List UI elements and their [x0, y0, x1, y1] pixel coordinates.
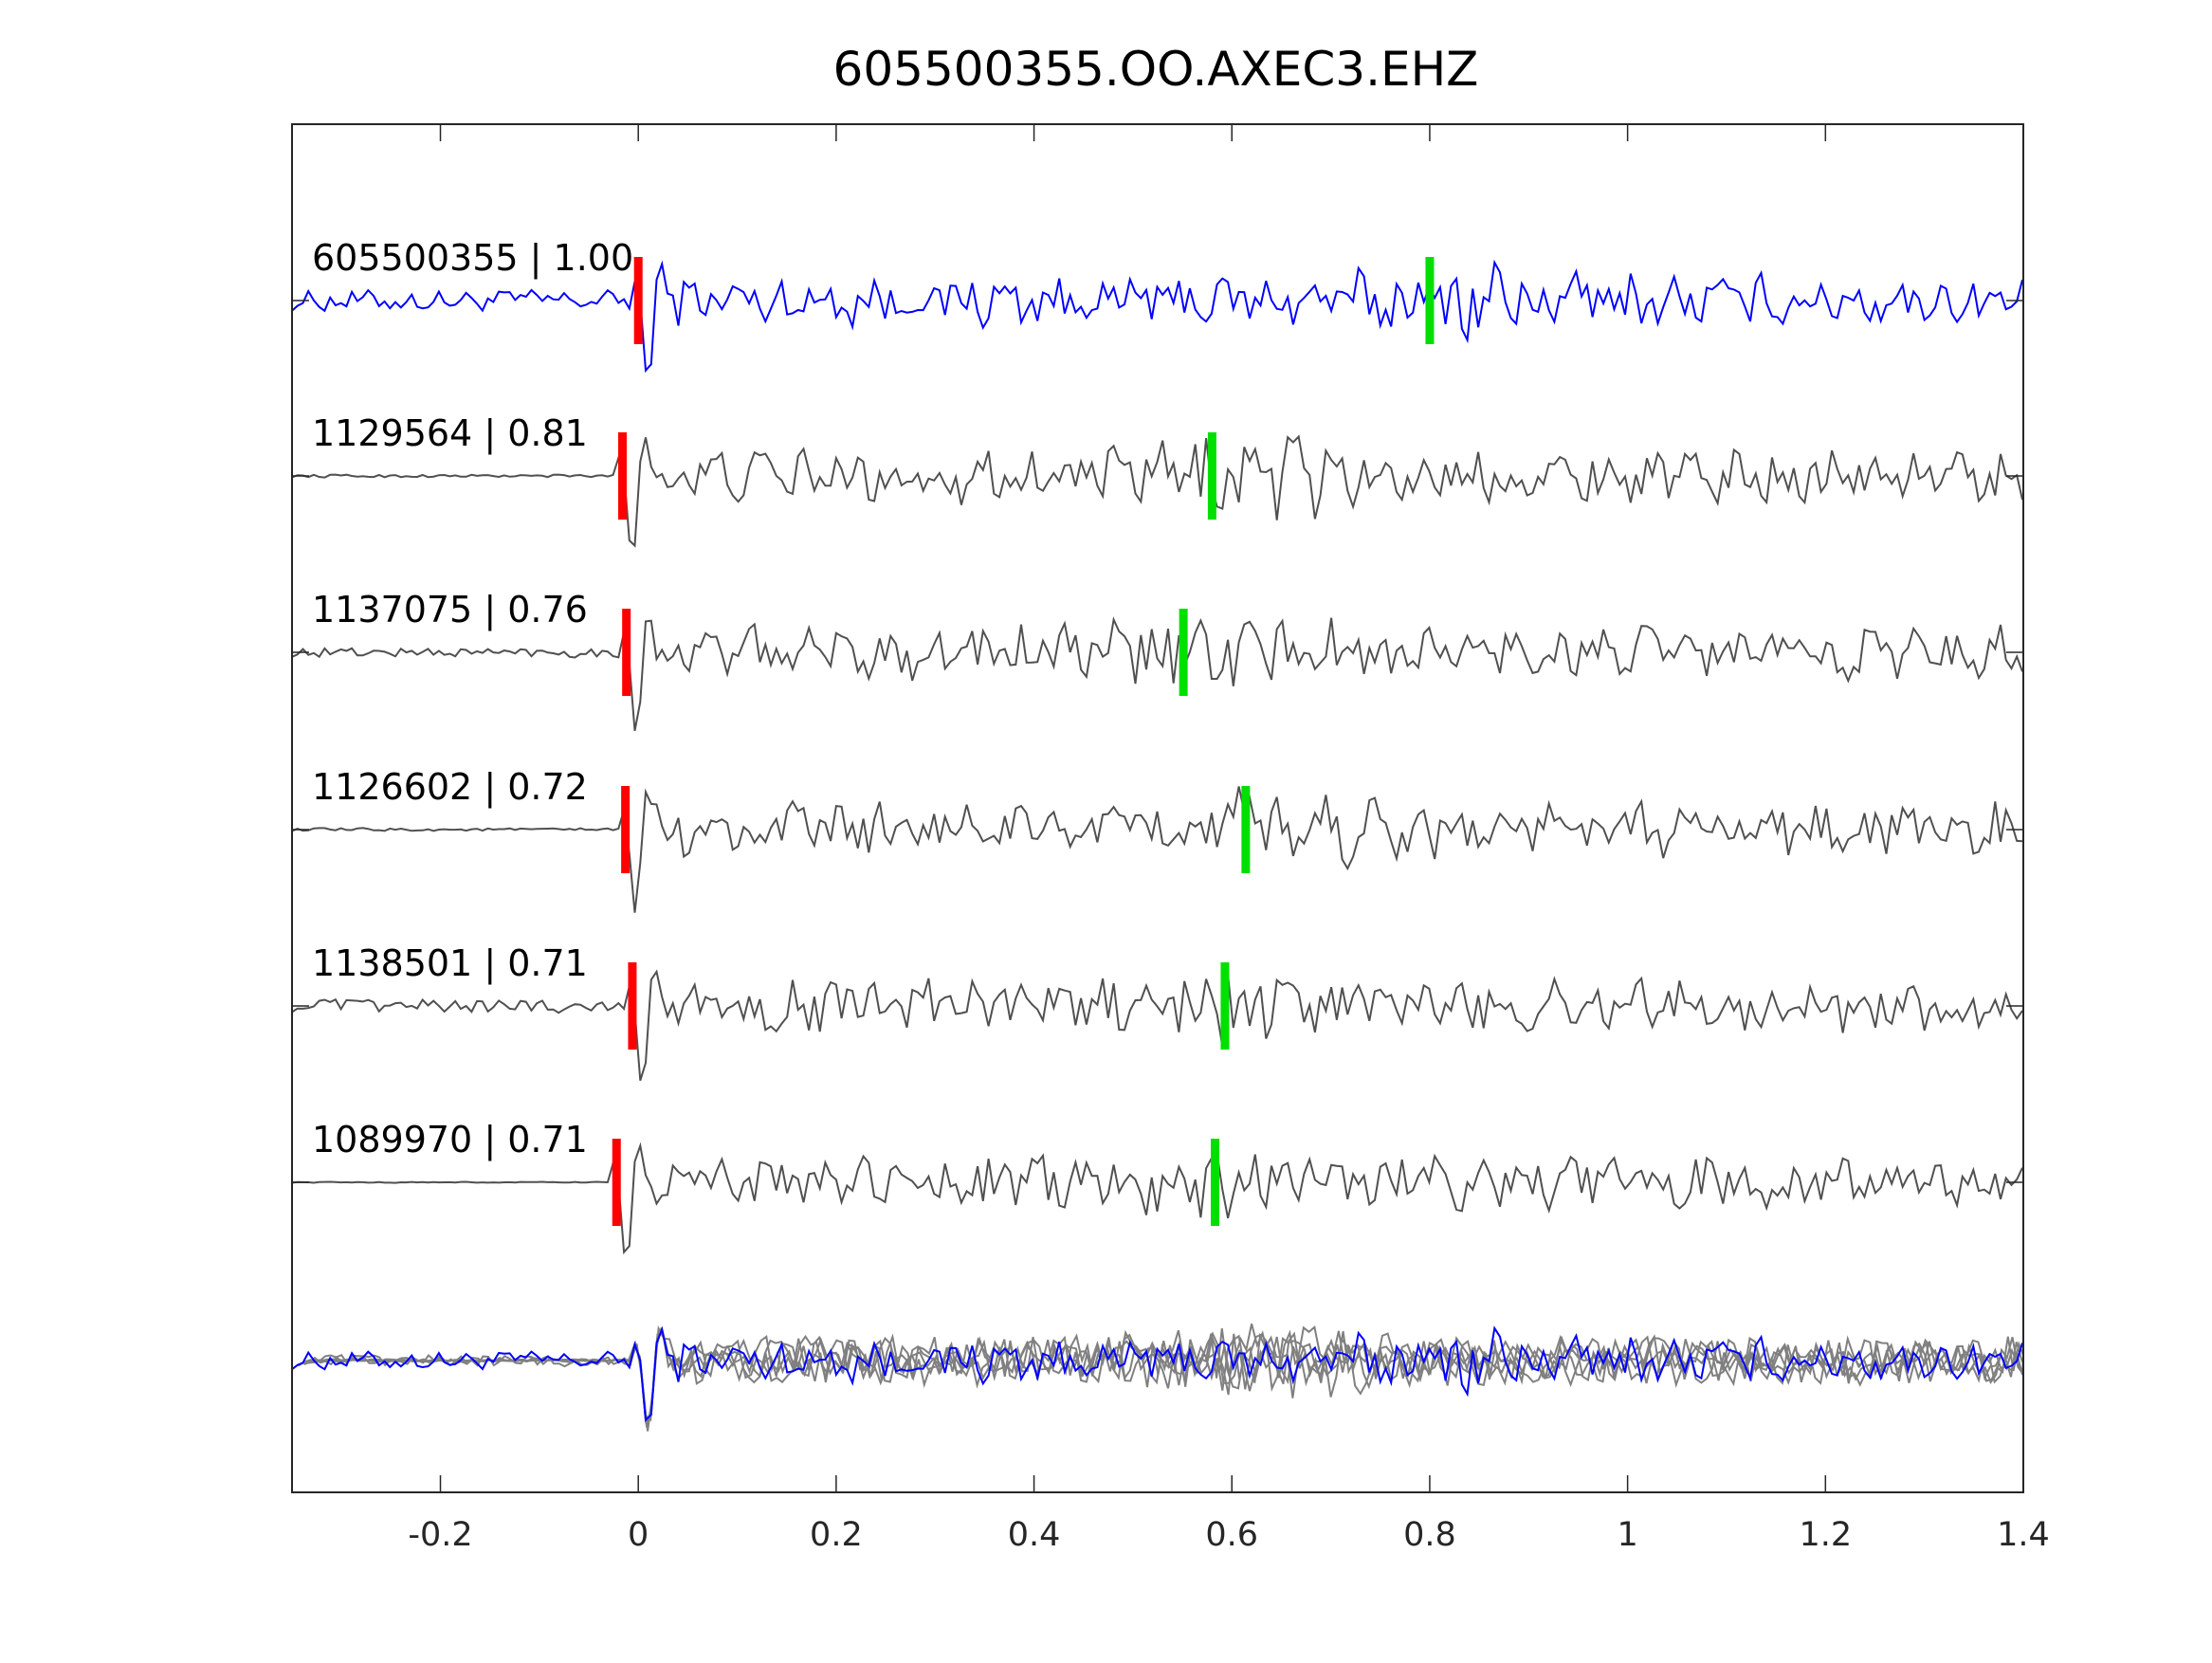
x-tick-label: -0.2 [408, 1516, 472, 1554]
x-tick-label: 0.4 [1008, 1516, 1061, 1554]
waveform-trace-1089970 [291, 1142, 2023, 1255]
p-pick-marker [628, 962, 637, 1050]
p-pick-marker [621, 786, 631, 873]
stack-trace-1129564 [307, 1325, 2024, 1422]
trace-label: 1137075 | 0.76 [312, 589, 588, 631]
p-pick-marker [622, 609, 631, 696]
trace-label: 1126602 | 0.72 [312, 766, 588, 809]
trace-label: 1089970 | 0.71 [312, 1119, 588, 1161]
p-pick-marker [612, 1139, 621, 1226]
stack-group [291, 1323, 2024, 1432]
axes-box [291, 123, 2024, 1493]
waveform-trace-1138501 [291, 969, 2023, 1081]
trace-label: 1138501 | 0.71 [312, 942, 588, 985]
traces-group [291, 259, 2023, 1255]
s-pick-marker [1425, 257, 1435, 344]
trace-label: 605500355 | 1.00 [312, 237, 633, 280]
x-tick-label: 0 [628, 1516, 649, 1554]
x-tick-label: 0.8 [1403, 1516, 1456, 1554]
x-axis: -0.2 0 0.2 0.4 0.6 0.8 1 1.2 1.4 [408, 124, 2050, 1554]
trace-labels: 605500355 | 1.00 1129564 | 0.81 1137075 | … [312, 237, 633, 1161]
x-tick-label: 1.2 [1799, 1516, 1852, 1554]
s-pick-marker [1211, 1139, 1220, 1226]
stack-trace-1089970 [313, 1325, 2024, 1422]
stack-trace-1137075 [303, 1329, 2024, 1428]
x-tick-label: 1 [1617, 1516, 1637, 1554]
picks-group [612, 257, 1435, 1226]
s-pick-marker [1241, 786, 1251, 873]
chart-title: 605500355.OO.AXEC3.EHZ [833, 42, 1479, 97]
x-tick-label: 1.4 [1997, 1516, 2050, 1554]
x-tick-label: 0.2 [810, 1516, 863, 1554]
x-tick-label: 0.6 [1205, 1516, 1258, 1554]
s-pick-marker [1220, 962, 1230, 1050]
s-pick-marker [1179, 609, 1188, 696]
p-pick-marker [618, 432, 628, 520]
s-pick-marker [1207, 432, 1216, 520]
waveform-trace-1129564 [291, 434, 2023, 548]
waveform-trace-1137075 [291, 616, 2023, 731]
waveform-trace-605500355 [291, 259, 2023, 374]
trace-label: 1129564 | 0.81 [312, 412, 588, 455]
waveform-trace-1126602 [291, 786, 2023, 913]
stack-trace-1138501 [297, 1329, 2024, 1425]
p-pick-marker [633, 257, 643, 344]
stack-trace-605500355 [291, 1325, 2023, 1422]
